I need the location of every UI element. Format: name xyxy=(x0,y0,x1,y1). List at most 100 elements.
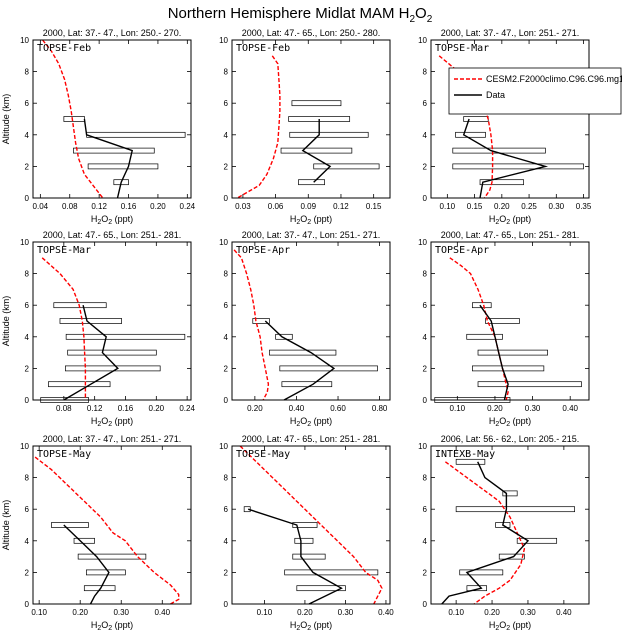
y-tick-label: 4 xyxy=(423,333,428,342)
data-line xyxy=(83,118,134,199)
x-tick-label: 0.40 xyxy=(289,404,305,413)
range-box xyxy=(48,381,111,388)
range-box xyxy=(280,147,353,154)
y-tick-label: 0 xyxy=(224,194,229,203)
x-tick-label: 0.06 xyxy=(268,202,284,211)
range-box xyxy=(291,100,342,107)
y-tick-label: 10 xyxy=(219,36,228,45)
panel-header: 2000, Lat: 37.- 47., Lon: 251.- 271. xyxy=(242,230,381,240)
model-line xyxy=(237,55,281,199)
x-tick-label: 0.08 xyxy=(56,404,72,413)
range-box xyxy=(252,318,270,324)
y-tick-label: 8 xyxy=(224,68,229,77)
x-axis-label: H2O2 (ppt) xyxy=(290,620,332,632)
range-box xyxy=(479,179,524,186)
y-tick-label: 0 xyxy=(25,194,30,203)
y-tick-label: 6 xyxy=(25,301,30,310)
range-box xyxy=(485,318,520,324)
x-axis-label: H2O2 (ppt) xyxy=(91,416,133,428)
panel-1: 2000, Lat: 37.- 47., Lon: 250.- 270. TOPS… xyxy=(1,28,196,226)
range-box xyxy=(65,333,186,340)
x-axis-label: H2O2 (ppt) xyxy=(91,620,133,632)
legend-data-label: Data xyxy=(486,90,505,100)
y-tick-label: 8 xyxy=(25,68,30,77)
data-line xyxy=(301,119,332,183)
range-box xyxy=(86,131,186,138)
y-axis-label: Altitude (km) xyxy=(1,500,11,551)
plot-frame xyxy=(231,39,391,199)
range-box xyxy=(67,349,157,356)
x-axis-label: H2O2 (ppt) xyxy=(290,416,332,428)
y-axis-label: Altitude (km) xyxy=(1,94,11,145)
plot-frame xyxy=(430,39,590,199)
y-tick-label: 6 xyxy=(423,99,428,108)
x-tick-label: 0.30 xyxy=(338,608,354,617)
y-tick-label: 4 xyxy=(423,131,428,140)
x-tick-label: 0.30 xyxy=(113,608,129,617)
x-tick-label: 0.03 xyxy=(235,202,251,211)
model-line xyxy=(34,456,180,605)
y-tick-label: 2 xyxy=(224,162,229,171)
panel-header: 2000, Lat: 37.- 47., Lon: 250.- 270. xyxy=(43,28,182,38)
y-tick-label: 2 xyxy=(423,568,428,577)
range-box xyxy=(502,490,518,497)
y-tick-label: 8 xyxy=(423,474,428,483)
range-box xyxy=(455,131,486,138)
x-tick-label: 0.30 xyxy=(549,202,565,211)
y-tick-label: 4 xyxy=(423,537,428,546)
model-line xyxy=(233,249,270,401)
x-tick-label: 0.16 xyxy=(118,404,134,413)
x-tick-label: 0.16 xyxy=(121,202,137,211)
x-tick-label: 0.08 xyxy=(62,202,78,211)
range-box xyxy=(51,522,89,528)
range-box xyxy=(83,585,116,592)
range-box xyxy=(292,553,326,560)
x-axis-label: H2O2 (ppt) xyxy=(91,214,133,226)
x-tick-label: 0.20 xyxy=(484,608,500,617)
campaign-label: TOPSE-May xyxy=(236,449,290,460)
range-box xyxy=(87,163,159,170)
y-tick-label: 4 xyxy=(25,333,30,342)
data-line xyxy=(441,461,530,605)
data-line xyxy=(63,524,110,605)
x-axis-label: H2O2 (ppt) xyxy=(489,620,531,632)
panel-header: 2000, Lat: 37.- 47., Lon: 251.- 271. xyxy=(441,28,580,38)
range-box xyxy=(65,365,161,372)
model-line xyxy=(239,445,383,605)
y-tick-label: 8 xyxy=(25,474,30,483)
legend-box xyxy=(448,67,622,115)
range-box xyxy=(63,116,85,122)
range-box xyxy=(296,585,346,592)
y-tick-label: 10 xyxy=(20,36,29,45)
campaign-label: TOPSE-Apr xyxy=(435,245,489,256)
range-box xyxy=(472,365,545,372)
x-axis-label: H2O2 (ppt) xyxy=(290,214,332,226)
y-tick-label: 10 xyxy=(418,442,427,451)
y-tick-label: 8 xyxy=(423,270,428,279)
plot-frame xyxy=(430,241,590,401)
x-axis-label: H2O2 (ppt) xyxy=(489,214,531,226)
range-box xyxy=(466,333,503,340)
y-tick-label: 10 xyxy=(219,442,228,451)
panel-9: 2006, Lat: 56.- 62., Lon: 205.- 215. INTE… xyxy=(418,434,590,632)
y-tick-label: 2 xyxy=(25,568,30,577)
y-tick-label: 6 xyxy=(423,301,428,310)
range-box xyxy=(275,333,293,340)
x-tick-label: 0.20 xyxy=(149,404,165,413)
range-box xyxy=(294,537,314,544)
y-tick-label: 2 xyxy=(224,364,229,373)
plot-frame xyxy=(231,241,391,401)
campaign-label: TOPSE-Feb xyxy=(236,43,290,54)
y-tick-label: 10 xyxy=(418,238,427,247)
y-tick-label: 6 xyxy=(224,301,229,310)
range-box xyxy=(477,349,548,356)
range-box xyxy=(284,569,379,576)
x-axis-label: H2O2 (ppt) xyxy=(489,416,531,428)
y-tick-label: 8 xyxy=(224,474,229,483)
y-tick-label: 10 xyxy=(418,36,427,45)
x-tick-label: 0.40 xyxy=(556,608,572,617)
y-tick-label: 6 xyxy=(224,99,229,108)
y-tick-label: 6 xyxy=(224,505,229,514)
range-box xyxy=(73,147,155,154)
y-tick-label: 2 xyxy=(423,364,428,373)
